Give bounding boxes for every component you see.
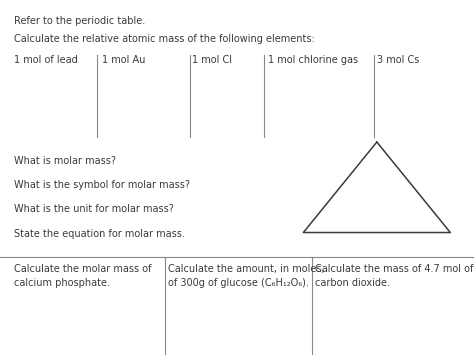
Text: Calculate the molar mass of
calcium phosphate.: Calculate the molar mass of calcium phos…	[14, 264, 152, 288]
Text: Calculate the relative atomic mass of the following elements:: Calculate the relative atomic mass of th…	[14, 34, 315, 44]
Text: What is molar mass?: What is molar mass?	[14, 156, 116, 166]
Text: 1 mol of lead: 1 mol of lead	[14, 55, 78, 65]
Text: What is the symbol for molar mass?: What is the symbol for molar mass?	[14, 180, 190, 190]
Text: State the equation for molar mass.: State the equation for molar mass.	[14, 229, 185, 239]
Text: What is the unit for molar mass?: What is the unit for molar mass?	[14, 204, 174, 214]
Text: Calculate the mass of 4.7 mol of
carbon dioxide.: Calculate the mass of 4.7 mol of carbon …	[315, 264, 474, 288]
Text: 1 mol Au: 1 mol Au	[102, 55, 146, 65]
Text: 3 mol Cs: 3 mol Cs	[377, 55, 419, 65]
Text: 1 mol chlorine gas: 1 mol chlorine gas	[268, 55, 358, 65]
Text: Calculate the amount, in moles,
of 300g of glucose (C₆H₁₂O₆).: Calculate the amount, in moles, of 300g …	[168, 264, 325, 288]
Text: 1 mol Cl: 1 mol Cl	[192, 55, 232, 65]
Text: Refer to the periodic table.: Refer to the periodic table.	[14, 16, 146, 26]
